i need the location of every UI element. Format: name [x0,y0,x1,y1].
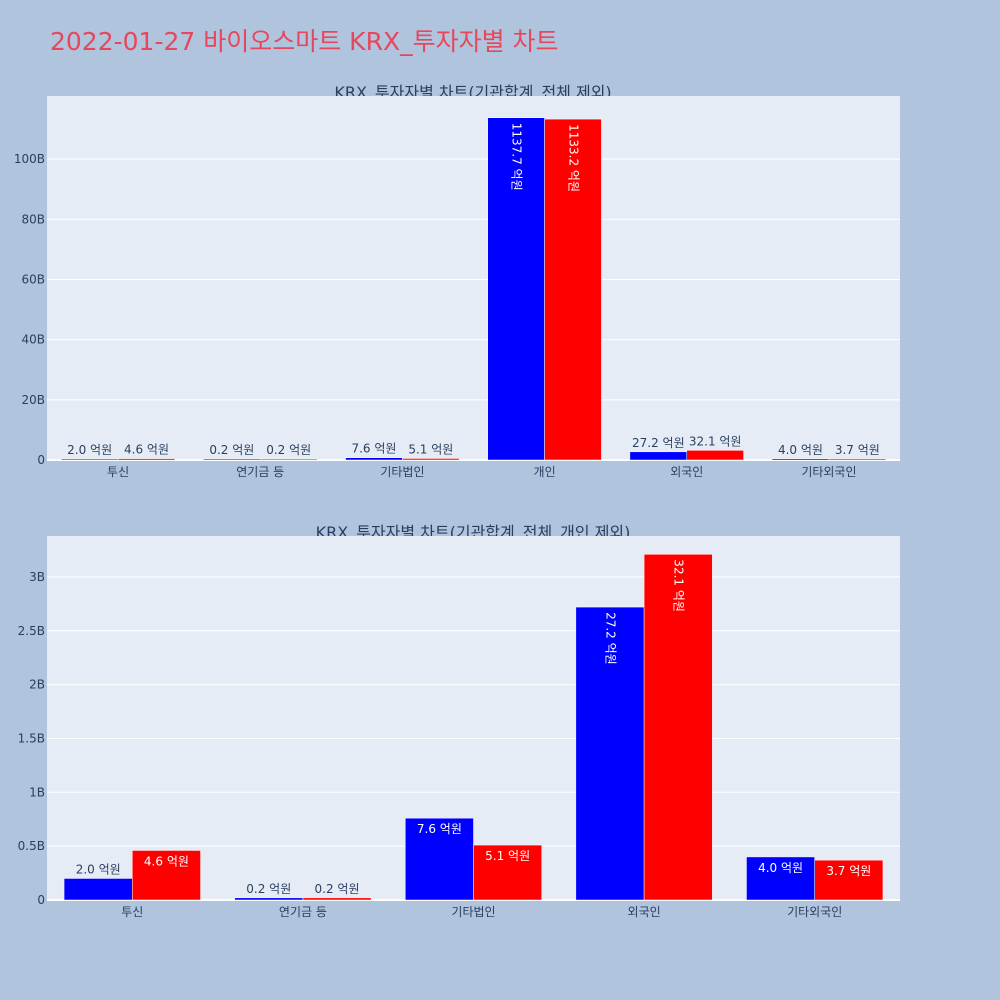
y-tick-label: 80B [21,212,45,226]
y-tick-label: 1B [29,785,45,799]
data-label: 3.7 억원 [826,864,871,878]
page-title: 2022-01-27 바이오스마트 KRX_투자자별 차트 [50,27,559,56]
y-tick-label: 40B [21,333,45,347]
data-label: 5.1 억원 [408,442,453,456]
bar-sell [302,897,372,901]
bar-sell [643,554,713,901]
bar-sell [132,850,201,901]
bar-buy [234,897,304,901]
y-tick-label: 3B [29,570,45,584]
y-tick-label: 0 [37,893,45,907]
bar-buy [575,606,645,901]
bar-sell [686,450,744,461]
x-tick-label: 개인 [534,465,556,479]
data-label: 3.7 억원 [835,443,880,457]
data-label: 4.6 억원 [124,443,169,457]
data-label: 4.0 억원 [758,861,803,875]
bar-buy [405,817,474,901]
y-tick-label: 20B [21,393,45,407]
bar-sell [402,458,460,461]
data-label: 4.6 억원 [144,854,189,868]
x-tick-label: 연기금 등 [236,465,284,479]
y-tick-label: 2.5B [18,624,45,638]
data-label: 27.2 억원 [632,436,685,450]
data-label: 27.2 억원 [603,612,617,665]
bar-sell [473,844,542,901]
data-label: 0.2 억원 [315,882,360,896]
bar-buy [487,117,545,461]
y-tick-label: 2B [29,678,45,692]
y-tick-label: 0 [37,453,45,467]
data-label: 2.0 억원 [76,862,121,876]
data-label: 0.2 억원 [209,443,254,457]
data-label: 7.6 억원 [351,442,396,456]
data-label: 32.1 억원 [672,559,686,612]
y-tick-label: 0.5B [18,839,45,853]
y-tick-label: 100B [14,152,45,166]
y-tick-label: 1.5B [18,731,45,745]
x-tick-label: 투신 [121,905,143,919]
data-label: 2.0 억원 [67,443,112,457]
data-label: 0.2 억원 [266,443,311,457]
bar-sell [117,458,176,461]
data-label: 5.1 억원 [485,849,530,863]
bar-buy [63,878,133,901]
bar-sell [828,458,887,461]
x-tick-label: 외국인 [628,905,661,919]
data-label: 4.0 억원 [778,443,823,457]
x-tick-label: 외국인 [670,465,703,479]
data-label: 0.2 억원 [246,882,291,896]
data-label: 1133.2 억원 [567,124,581,192]
bar-sell [814,859,884,901]
plot-area [47,96,900,460]
data-label: 1137.7 억원 [510,123,524,191]
x-tick-label: 기타법인 [451,905,495,919]
data-label: 32.1 억원 [689,434,742,448]
bar-sell [260,458,318,461]
x-tick-label: 투신 [107,465,129,479]
y-tick-label: 60B [21,273,45,287]
bar-sell [544,118,602,461]
bar-buy [746,856,815,901]
x-tick-label: 연기금 등 [279,905,327,919]
data-label: 7.6 억원 [417,822,462,836]
x-tick-label: 기타법인 [380,465,424,479]
x-tick-label: 기타외국인 [787,905,842,919]
x-tick-label: 기타외국인 [801,465,856,479]
